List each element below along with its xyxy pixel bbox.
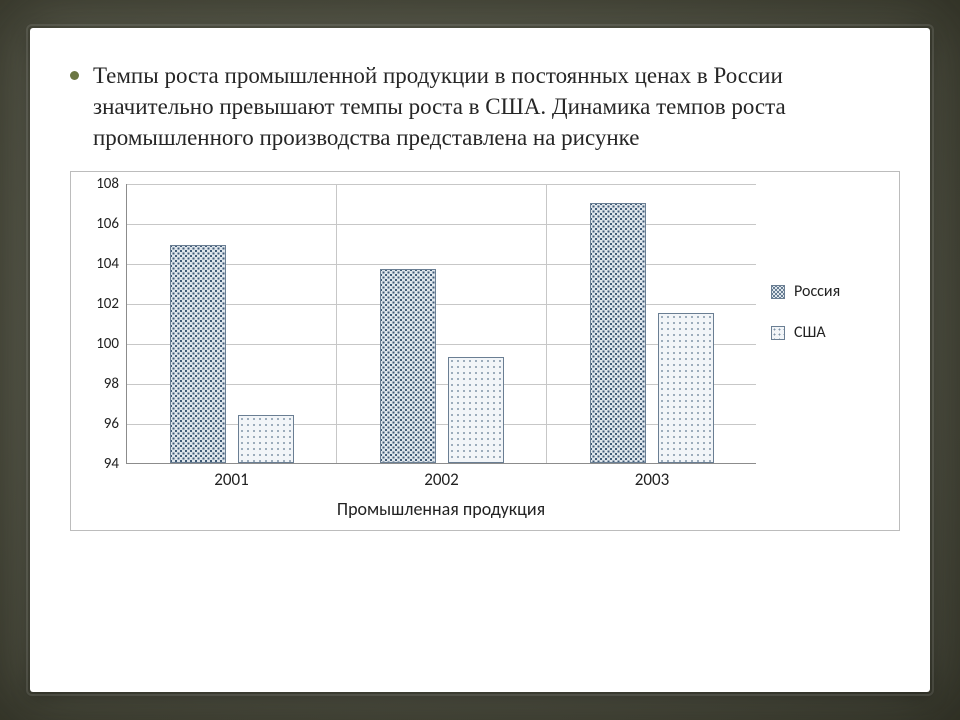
bar <box>590 203 646 463</box>
bar <box>380 269 436 463</box>
y-tick-label: 94 <box>104 455 127 473</box>
y-tick-label: 96 <box>104 415 127 433</box>
bar <box>448 357 504 463</box>
category-group: 2002 <box>337 184 547 463</box>
plot-area: 949698100102104106108200120022003 <box>126 184 756 464</box>
bar <box>238 415 294 463</box>
legend-swatch <box>771 326 785 340</box>
y-tick-label: 108 <box>96 175 127 193</box>
bullet-icon <box>70 71 79 80</box>
category-label: 2003 <box>547 463 757 490</box>
bar <box>170 245 226 463</box>
category-label: 2001 <box>127 463 336 490</box>
y-tick-label: 106 <box>96 215 127 233</box>
legend: Россия США <box>771 282 840 364</box>
bullet-text: Темпы роста промышленной продукции в пос… <box>93 60 890 153</box>
category-group: 2001 <box>127 184 337 463</box>
slide-paper: Темпы роста промышленной продукции в пос… <box>30 28 930 692</box>
legend-label: США <box>794 323 826 342</box>
chart-container: 949698100102104106108200120022003 Промыш… <box>70 171 900 531</box>
legend-label: Россия <box>794 282 840 301</box>
slide-frame: Темпы роста промышленной продукции в пос… <box>0 0 960 720</box>
y-tick-label: 98 <box>104 375 127 393</box>
legend-swatch <box>771 285 785 299</box>
category-group: 2003 <box>547 184 757 463</box>
bar <box>658 313 714 463</box>
legend-item: США <box>771 323 840 342</box>
x-axis-label: Промышленная продукция <box>126 498 756 520</box>
legend-item: Россия <box>771 282 840 301</box>
category-label: 2002 <box>337 463 546 490</box>
y-tick-label: 100 <box>96 335 127 353</box>
bullet-block: Темпы роста промышленной продукции в пос… <box>70 60 890 153</box>
y-tick-label: 104 <box>96 255 127 273</box>
y-tick-label: 102 <box>96 295 127 313</box>
